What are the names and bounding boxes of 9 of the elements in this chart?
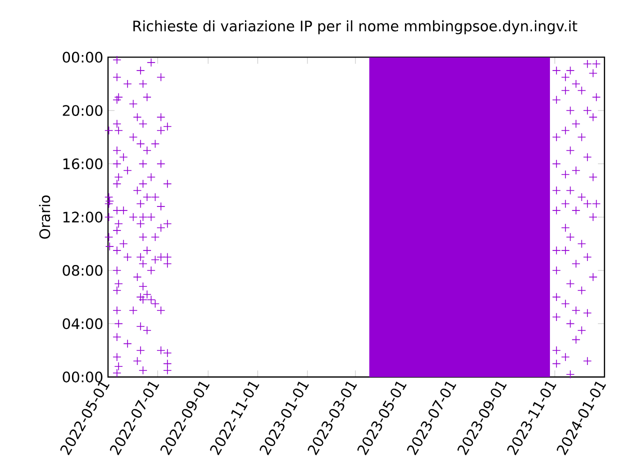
y-axis-title: Orario bbox=[39, 196, 50, 239]
chart-title: Richieste di variazione IP per il nome mmbingpsoe.dyn.ingv.it bbox=[133, 20, 578, 34]
y-tick-label: 16:00 bbox=[63, 158, 102, 170]
y-tick-label: 04:00 bbox=[62, 318, 102, 330]
y-tick-label: 08:00 bbox=[62, 265, 102, 276]
y-tick-label: 00:00 bbox=[62, 372, 102, 383]
y-tick-label: 20:00 bbox=[62, 105, 102, 116]
y-tick-label: 00:00 bbox=[62, 52, 102, 63]
y-tick-label: 12:00 bbox=[63, 212, 102, 223]
